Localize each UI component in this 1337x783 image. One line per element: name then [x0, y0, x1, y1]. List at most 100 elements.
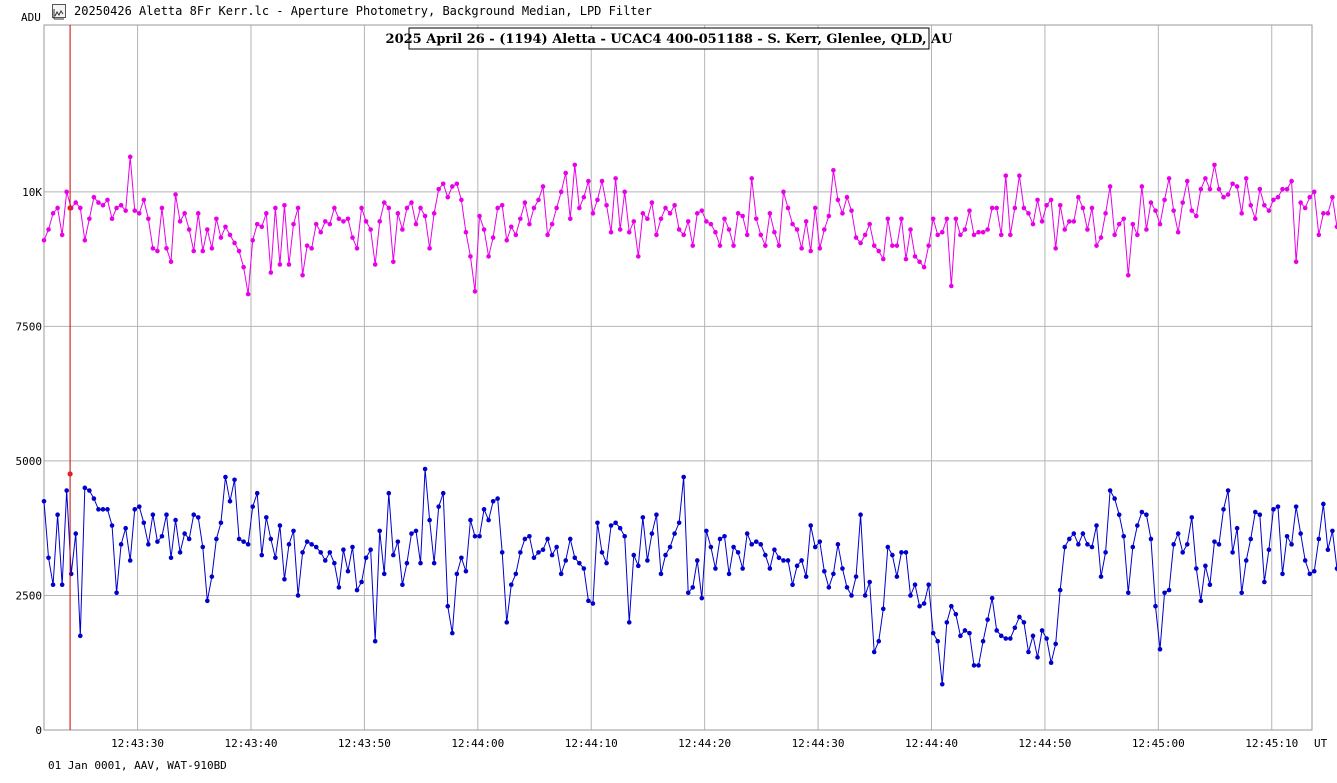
data-point-target — [73, 531, 79, 536]
data-point-target — [808, 523, 813, 528]
data-point-comparison — [831, 168, 836, 173]
data-point-comparison — [676, 227, 682, 232]
data-point-target — [962, 628, 968, 633]
data-point-comparison — [640, 211, 646, 216]
data-point-target — [241, 539, 246, 544]
data-point-target — [826, 585, 832, 590]
data-point-comparison — [436, 186, 441, 192]
data-point-target — [1325, 547, 1331, 553]
data-point-comparison — [318, 229, 324, 235]
data-point-comparison — [232, 240, 237, 246]
data-point-target — [694, 558, 700, 563]
data-point-target — [631, 552, 637, 558]
data-point-comparison — [599, 178, 605, 184]
data-point-comparison — [155, 248, 160, 254]
data-point-comparison — [867, 221, 872, 227]
data-point-target — [912, 582, 918, 587]
data-point-comparison — [1094, 243, 1099, 248]
data-point-comparison — [1198, 186, 1204, 192]
data-point-target — [1280, 571, 1285, 577]
data-point-comparison — [1330, 194, 1335, 200]
data-point-target — [141, 520, 147, 526]
data-point-target — [1175, 531, 1181, 536]
data-point-comparison — [799, 246, 804, 251]
data-point-target — [831, 571, 836, 577]
data-point-target — [862, 593, 868, 598]
data-point-comparison — [341, 219, 346, 224]
data-point-comparison — [717, 243, 723, 248]
data-point-target — [341, 547, 346, 553]
data-point-target — [440, 490, 446, 496]
data-point-target — [1307, 571, 1313, 577]
data-point-target — [753, 539, 759, 544]
data-point-comparison — [577, 205, 582, 211]
data-point-comparison — [1148, 200, 1154, 205]
data-point-target — [431, 560, 437, 566]
data-point-comparison — [726, 227, 732, 232]
data-point-comparison — [259, 224, 265, 230]
data-point-target — [803, 574, 809, 579]
data-point-comparison — [912, 254, 918, 259]
data-point-comparison — [554, 205, 559, 211]
data-point-comparison — [499, 202, 505, 208]
data-point-target — [522, 536, 528, 542]
data-point-comparison — [73, 200, 79, 205]
data-point-target — [486, 517, 491, 523]
data-point-target — [313, 544, 319, 550]
data-point-comparison — [527, 221, 532, 227]
data-point-comparison — [926, 243, 931, 248]
data-point-target — [613, 520, 618, 526]
data-point-comparison — [431, 211, 437, 216]
vertical-gridlines — [137, 25, 1273, 730]
data-point-target — [309, 542, 314, 547]
data-point-comparison — [96, 200, 101, 205]
data-point-target — [1162, 590, 1167, 596]
data-point-comparison — [930, 216, 936, 222]
data-point-target — [640, 515, 646, 520]
data-point-target — [182, 531, 187, 536]
data-point-comparison — [522, 200, 528, 205]
data-point-comparison — [985, 227, 990, 232]
data-point-comparison — [844, 194, 850, 200]
data-point-comparison — [876, 248, 882, 254]
data-point-target — [867, 579, 872, 585]
data-point-comparison — [440, 181, 446, 187]
data-point-target — [468, 517, 473, 523]
data-point-comparison — [359, 205, 364, 211]
data-point-comparison — [917, 259, 922, 265]
data-point-comparison — [690, 243, 696, 248]
data-point-target — [949, 603, 954, 609]
data-point-comparison — [980, 229, 986, 235]
data-point-target — [717, 536, 723, 542]
data-point-target — [236, 536, 242, 542]
data-point-comparison — [504, 237, 510, 243]
data-point-target — [1003, 636, 1009, 641]
data-point-comparison — [1030, 221, 1036, 227]
data-point-target — [1035, 655, 1040, 660]
data-point-comparison — [245, 291, 251, 297]
data-point-target — [209, 574, 215, 579]
data-point-target — [332, 560, 337, 566]
data-point-comparison — [114, 205, 119, 211]
data-point-target — [1112, 496, 1117, 501]
y-axis-label: ADU — [21, 11, 41, 24]
data-point-comparison — [141, 197, 147, 203]
data-point-target — [1252, 509, 1258, 515]
data-point-target — [64, 488, 69, 493]
data-point-comparison — [1203, 176, 1208, 181]
chart-app-icon[interactable] — [52, 4, 66, 20]
data-point-target — [971, 663, 977, 668]
time-cursor[interactable] — [67, 25, 73, 730]
data-point-comparison — [268, 270, 274, 275]
data-point-target — [227, 498, 233, 504]
data-point-target — [300, 550, 305, 555]
data-point-comparison — [1162, 197, 1167, 203]
data-point-target — [1189, 515, 1195, 520]
data-point-comparison — [132, 208, 138, 213]
data-point-comparison — [1066, 219, 1072, 224]
data-point-target — [150, 512, 156, 518]
data-point-target — [59, 582, 65, 587]
data-point-comparison — [195, 211, 201, 216]
data-point-comparison — [758, 232, 764, 238]
data-point-target — [100, 507, 106, 512]
